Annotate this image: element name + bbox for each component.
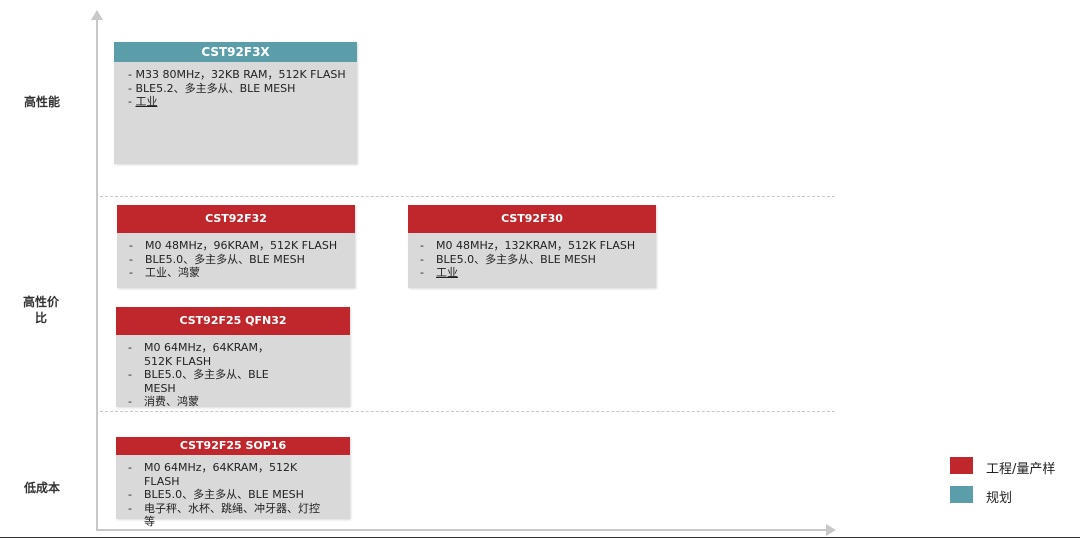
card-line: - M33 80MHz，32KB RAM，512K FLASH (128, 68, 346, 81)
tier-divider (100, 411, 835, 412)
card-line: - 电子秤、水杯、跳绳、冲牙器、灯控等 (128, 501, 320, 529)
baseline (0, 537, 1080, 538)
card-line: - BLE5.0、多主多从、BLE MESH (129, 252, 305, 266)
tier-label-low-cost: 低成本 (23, 481, 60, 495)
chip-card-cst92f25-qfn32: CST92F25 QFN32 - M0 64MHz，64KRAM，512K FLA… (116, 307, 350, 408)
card-line: - M0 64MHz，64KRAM，512K FLASH (128, 461, 298, 488)
card-line: - 消费、鸿蒙 (128, 395, 199, 408)
card-line: - 工业 (128, 95, 158, 108)
card-title: CST92F25 SOP16 (116, 437, 350, 455)
card-line: - M0 48MHz，96KRAM，512K FLASH (129, 239, 338, 252)
tier-divider (100, 196, 835, 197)
legend-label-planning: 规划 (986, 491, 1013, 506)
y-axis (91, 10, 103, 531)
card-line: - BLE5.0、多主多从、BLE MESH (128, 368, 269, 395)
card-title: CST92F30 (408, 205, 656, 233)
chip-card-cst92f30: CST92F30 - M0 48MHz，132KRAM，512K FLASH -B… (408, 205, 656, 288)
card-title: CST92F3X (114, 42, 357, 62)
card-line: - 工业 (420, 266, 458, 279)
tier-label-high-value: 高性价比 (22, 295, 59, 325)
card-line: - BLE5.2、多主多从、BLE MESH (128, 81, 296, 95)
legend-label-mass-production: 工程/量产样 (986, 462, 1056, 477)
card-line: - BLE5.0、多主多从、BLE MESH (128, 488, 304, 501)
card-line: - BLE5.0、多主多从、BLE MESH (420, 252, 596, 266)
tier-label-high-performance: 高性能 (23, 95, 60, 109)
card-line: - M0 64MHz，64KRAM，512K FLASH (128, 341, 269, 368)
chip-card-cst92f25-sop16: CST92F25 SOP16 - M0 64MHz，64KRAM，512K FLA… (116, 437, 350, 528)
card-line: - 工业、鸿蒙 (129, 266, 200, 279)
legend-swatch-mass-production (950, 457, 973, 474)
x-axis (96, 524, 836, 536)
card-title: CST92F32 (117, 205, 355, 233)
card-title: CST92F25 QFN32 (116, 307, 350, 335)
card-line: - M0 48MHz，132KRAM，512K FLASH (420, 239, 636, 252)
chip-card-cst92f3x: CST92F3X - M33 80MHz，32KB RAM，512K FLASH… (114, 42, 357, 164)
legend-swatch-planning (950, 486, 973, 503)
chip-card-cst92f32: CST92F32 - M0 48MHz，96KRAM，512K FLASH - BL… (117, 205, 355, 288)
